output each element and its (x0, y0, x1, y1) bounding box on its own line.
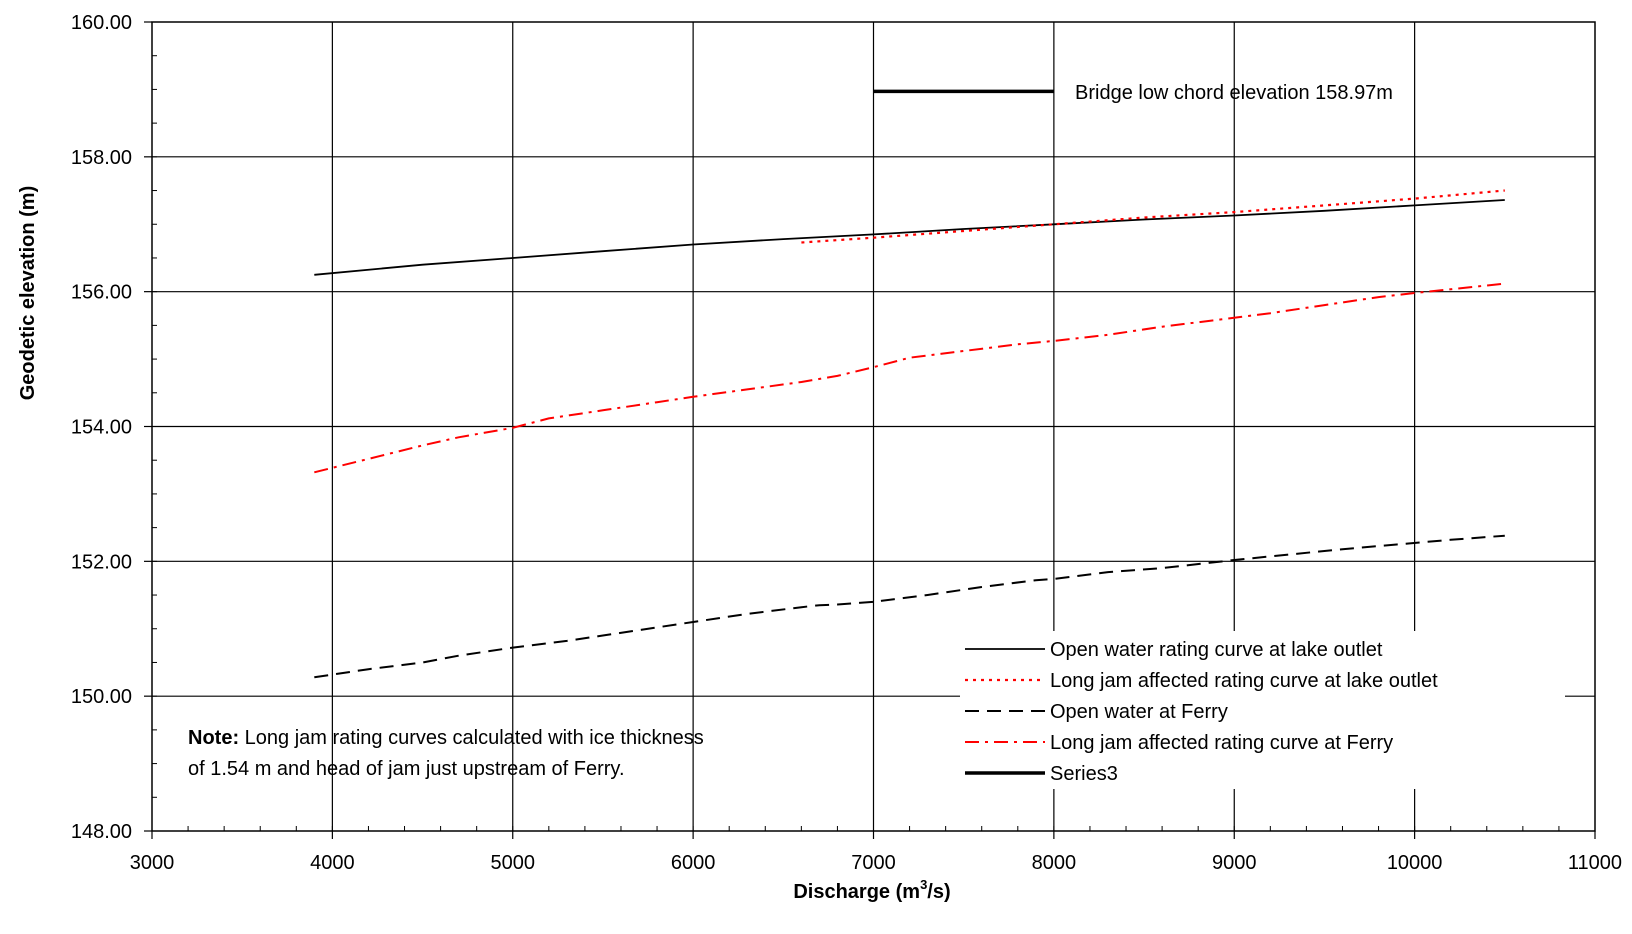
x-axis-title-superscript: 3 (920, 877, 927, 892)
x-tick-label: 7000 (851, 852, 896, 874)
y-tick-label: 152.00 (71, 551, 132, 573)
x-axis-title-main: Discharge (m (793, 881, 920, 903)
x-tick-label: 10000 (1387, 852, 1443, 874)
y-tick-label: 158.00 (71, 147, 132, 169)
note-line-1-body: Long jam rating curves calculated with i… (239, 727, 704, 749)
x-tick-label: 5000 (491, 852, 536, 874)
y-tick-label: 150.00 (71, 686, 132, 708)
y-tick-label: 154.00 (71, 417, 132, 439)
series-layer (314, 89, 1505, 679)
y-axis-title: Geodetic elevation (m) (17, 186, 39, 401)
note-text-line-2: of 1.54 m and head of jam just upstream … (188, 758, 625, 780)
legend-background (960, 631, 1565, 789)
legend-label-4: Long jam affected rating curve at Ferry (1050, 732, 1393, 754)
y-tick-label: 156.00 (71, 282, 132, 304)
legend-label-5: Series3 (1050, 763, 1118, 785)
note-text-line-1: Note: Long jam rating curves calculated … (188, 727, 704, 749)
series-line-4 (314, 282, 1505, 474)
x-axis-title-tail: /s) (927, 881, 950, 903)
y-tick-label: 160.00 (71, 12, 132, 34)
x-tick-label: 11000 (1568, 852, 1622, 874)
x-tick-label: 8000 (1032, 852, 1077, 874)
x-tick-label: 9000 (1212, 852, 1257, 874)
minor-ticks (151, 21, 1596, 832)
x-tick-label: 6000 (671, 852, 716, 874)
y-tick-label: 148.00 (71, 821, 132, 843)
legend-label-2: Long jam affected rating curve at lake o… (1050, 670, 1438, 692)
legend-label-3: Open water at Ferry (1050, 701, 1228, 723)
y-axis-tick-labels: 148.00 150.00 152.00 154.00 156.00 158.00 160.… (71, 12, 132, 843)
series-line-2 (801, 189, 1505, 244)
legend: Open water rating curve at lake outlet Lo… (960, 631, 1565, 789)
legend-label-1: Open water rating curve at lake outlet (1050, 639, 1383, 661)
note-label: Note: (188, 727, 239, 749)
horizontal-gridlines (144, 21, 1595, 832)
x-tick-label: 4000 (310, 852, 355, 874)
bridge-annotation-label: Bridge low chord elevation 158.97m (1075, 82, 1393, 104)
x-tick-label: 3000 (130, 852, 175, 874)
x-axis-title: Discharge (m3/s) (793, 877, 950, 903)
series-line-1 (314, 199, 1505, 276)
plot-area-frame (151, 21, 1596, 832)
series-line-3 (314, 534, 1505, 679)
x-axis-tick-labels: 3000 4000 5000 6000 7000 8000 9000 10000 11000 (130, 852, 1622, 874)
